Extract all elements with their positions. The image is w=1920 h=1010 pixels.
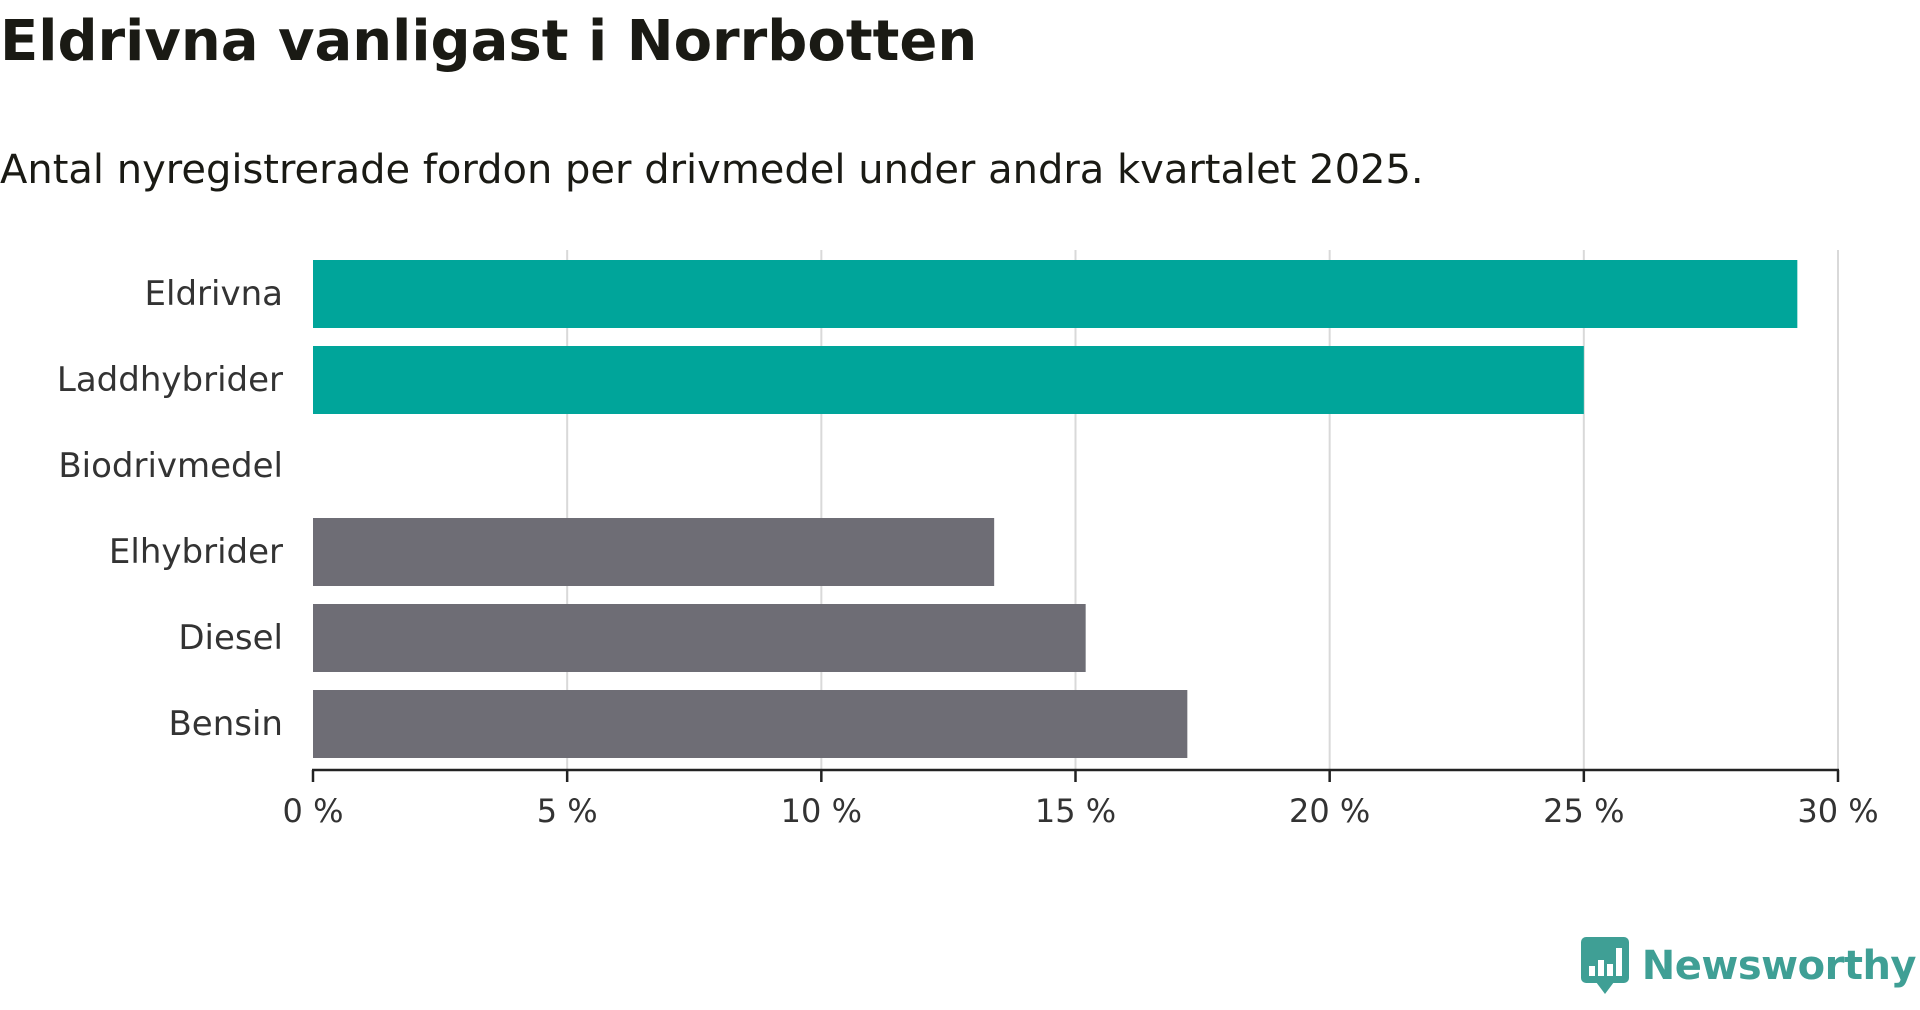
bars bbox=[313, 260, 1798, 758]
category-label-elhybrider: Elhybrider bbox=[109, 532, 283, 572]
category-label-biodrivmedel: Biodrivmedel bbox=[58, 446, 283, 486]
bar-laddhybrider bbox=[313, 346, 1584, 414]
newsworthy-logo: Newsworthy bbox=[1580, 936, 1917, 996]
x-tick-label-0: 0 % bbox=[283, 792, 344, 830]
chart-title: Eldrivna vanligast i Norrbotten bbox=[0, 9, 978, 74]
x-axis: 0 % 5 % 10 % 15 % 20 % 25 % 30 % bbox=[283, 768, 1879, 830]
category-labels: Eldrivna Laddhybrider Biodrivmedel Elhybrid… bbox=[57, 274, 283, 744]
category-label-eldrivna: Eldrivna bbox=[145, 274, 283, 314]
bar-chart: Eldrivna Laddhybrider Biodrivmedel Elhybrid… bbox=[57, 250, 1879, 830]
brand-name: Newsworthy bbox=[1641, 943, 1917, 989]
x-tick-label-2: 10 % bbox=[781, 792, 862, 830]
x-tick-label-6: 30 % bbox=[1797, 792, 1878, 830]
bar-bensin bbox=[313, 690, 1188, 758]
bar-chart-speech-bubble-icon bbox=[1580, 937, 1629, 994]
chart-subtitle: Antal nyregistrerade fordon per drivmede… bbox=[0, 147, 1424, 193]
category-label-bensin: Bensin bbox=[168, 704, 283, 744]
bar-diesel bbox=[313, 604, 1086, 672]
grid-lines bbox=[566, 250, 1839, 770]
x-tick-label-3: 15 % bbox=[1035, 792, 1116, 830]
x-tick-label-1: 5 % bbox=[537, 792, 598, 830]
x-tick-label-4: 20 % bbox=[1289, 792, 1370, 830]
bar-elhybrider bbox=[313, 518, 995, 586]
category-label-laddhybrider: Laddhybrider bbox=[57, 360, 283, 400]
bar-eldrivna bbox=[313, 260, 1798, 328]
category-label-diesel: Diesel bbox=[178, 618, 283, 658]
x-tick-label-5: 25 % bbox=[1543, 792, 1624, 830]
